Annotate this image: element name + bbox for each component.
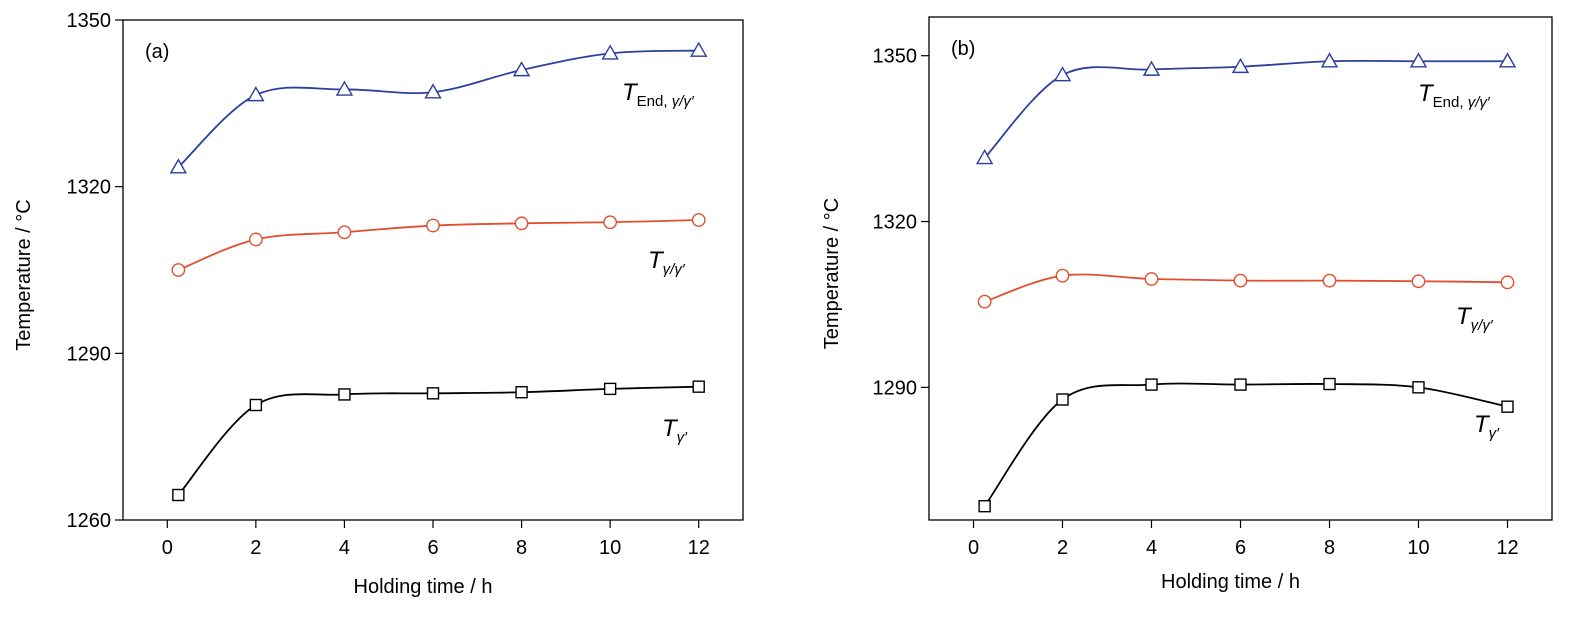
x-tick-label: 0 [968,537,979,559]
x-axis-title: Holding time / h [1161,571,1300,593]
data-point-square [978,499,991,513]
data-point-square [1501,400,1514,413]
data-point-triangle [247,86,265,102]
y-tick-label: 1290 [873,377,918,399]
y-tick-label: 1350 [873,46,918,68]
x-tick-label: 12 [688,537,710,559]
data-point-triangle [424,83,442,99]
data-point-triangle [335,80,354,96]
x-tick-label: 2 [250,537,261,559]
data-point-triangle [1320,52,1339,68]
data-point-triangle [1498,52,1517,68]
panel-label: (a) [145,41,169,63]
x-tick-label: 6 [427,537,438,559]
x-tick-label: 10 [599,537,621,559]
data-point-circle [1500,275,1515,290]
data-point-circle [1233,273,1248,288]
data-point-square [249,398,263,412]
data-point-triangle [512,61,531,77]
x-axis-title: Holding time / h [354,576,493,598]
x-tick-label: 12 [1496,537,1518,559]
data-point-circle [1411,274,1426,289]
data-point-triangle [1231,57,1250,74]
x-tick-label: 0 [162,537,173,559]
series-label-square: Tγ′ [1474,411,1500,442]
y-tick-label: 1260 [67,510,112,532]
data-point-circle [248,232,263,247]
series-label-square: Tγ′ [662,415,688,446]
chart-panel-b: 0 2 4 6 8 10 12 1290 1320 1350 Holding time / h Tem… [821,16,1553,593]
data-point-square [172,488,185,502]
series-label-circle: Tγ/γ′ [1456,303,1494,334]
y-axis-title: Temperature / °C [13,199,35,350]
y-tick-label: 1320 [67,177,112,199]
data-point-square [1056,393,1069,406]
data-point-square [1234,378,1247,391]
data-point-circle [426,218,440,233]
data-point-triangle [1053,66,1072,82]
plot-frame [928,16,1553,521]
data-point-circle [603,215,618,230]
data-point-square [692,380,705,393]
x-tick-label: 8 [516,537,527,559]
y-tick-label: 1350 [67,10,112,32]
y-tick-label: 1320 [873,212,918,234]
y-axis-title: Temperature / °C [821,198,843,349]
chart-panel-a: 0 2 4 6 8 10 12 1260 1290 1320 1350 Holding time / … [13,10,744,598]
data-point-triangle [690,41,708,57]
x-tick-label: 4 [339,537,350,559]
series-label-triangle: TEnd, γ/γ′ [622,79,695,110]
data-point-triangle [975,149,994,165]
x-tick-label: 6 [1235,537,1246,559]
data-point-square [426,387,440,400]
x-tick-label: 8 [1324,537,1335,559]
y-tick-label: 1290 [67,343,112,365]
panel-label: (b) [951,38,975,60]
data-point-circle [1144,272,1159,286]
data-point-circle [1055,268,1070,283]
data-point-triangle [601,44,619,60]
x-tick-label: 10 [1407,537,1429,559]
data-point-circle [691,213,706,227]
data-point-circle [337,225,352,240]
data-point-square [1145,378,1158,391]
data-point-circle [514,216,529,231]
series-line-triangle [177,49,699,168]
data-point-circle [977,294,992,309]
x-tick-label: 2 [1057,537,1068,559]
data-point-circle [1322,273,1337,288]
x-tick-label: 4 [1146,537,1157,559]
data-point-square [515,386,528,399]
data-point-triangle [1142,60,1161,76]
data-point-square [1323,377,1336,391]
data-point-square [1412,381,1425,394]
series-label-circle: Tγ/γ′ [648,247,686,278]
data-point-triangle [1409,52,1428,68]
data-point-triangle [169,158,188,174]
data-point-square [603,382,617,396]
data-point-square [338,388,351,401]
series-label-triangle: TEnd, γ/γ′ [1418,80,1491,111]
data-point-circle [171,263,186,277]
